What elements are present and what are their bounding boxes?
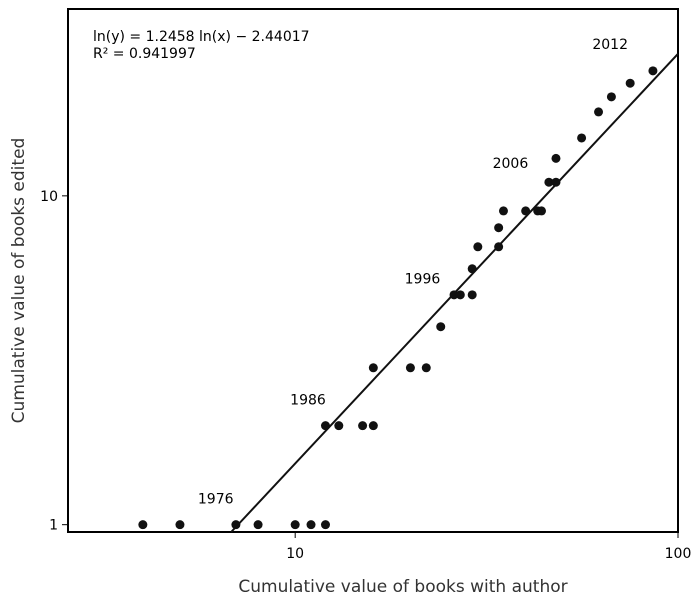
data-point <box>594 107 604 117</box>
data-point <box>306 520 316 530</box>
y-axis-title: Cumulative value of books edited <box>9 138 29 424</box>
data-point <box>320 520 330 530</box>
data-point <box>449 290 459 300</box>
data-point <box>498 206 508 216</box>
data-point <box>625 78 635 88</box>
year-annotation: 2006 <box>493 156 529 172</box>
data-point <box>290 520 300 530</box>
data-point <box>175 520 185 530</box>
year-annotation: 1996 <box>405 272 441 288</box>
data-points <box>138 66 658 530</box>
data-point <box>320 421 330 431</box>
data-point <box>648 66 658 76</box>
x-axis-title: Cumulative value of books with author <box>238 577 567 596</box>
data-point <box>521 206 531 216</box>
data-point <box>494 242 504 252</box>
data-point <box>436 322 446 332</box>
y-tick-label: 1 <box>49 518 58 534</box>
data-point <box>368 363 378 373</box>
axis-ticks: 10 100 1 10 <box>40 189 691 562</box>
data-point <box>405 363 415 373</box>
data-point <box>253 520 263 530</box>
data-point <box>334 421 344 431</box>
year-annotation: 1976 <box>198 492 234 508</box>
data-point <box>473 242 483 252</box>
year-annotations: 1976 1986 1996 2006 2012 <box>198 37 628 508</box>
y-tick-label: 10 <box>40 189 58 205</box>
data-point <box>368 421 378 431</box>
data-point <box>358 421 368 431</box>
data-point <box>455 290 465 300</box>
data-point <box>577 133 587 143</box>
x-tick-label: 100 <box>665 546 692 562</box>
r-squared: R² = 0.941997 <box>93 46 196 62</box>
data-point <box>551 177 561 187</box>
data-point <box>467 264 477 274</box>
data-point <box>494 223 504 233</box>
fit-equation: ln(y) = 1.2458 ln(x) − 2.44017 <box>93 29 310 45</box>
data-point <box>551 153 561 163</box>
x-tick-label: 10 <box>286 546 304 562</box>
plot-frame <box>67 8 679 533</box>
data-point <box>231 520 241 530</box>
data-point <box>421 363 431 373</box>
data-point <box>138 520 148 530</box>
data-point <box>606 92 616 102</box>
year-annotation: 1986 <box>290 393 326 409</box>
year-annotation: 2012 <box>592 37 628 53</box>
data-point <box>467 290 477 300</box>
data-point <box>544 177 554 187</box>
data-point <box>537 206 547 216</box>
